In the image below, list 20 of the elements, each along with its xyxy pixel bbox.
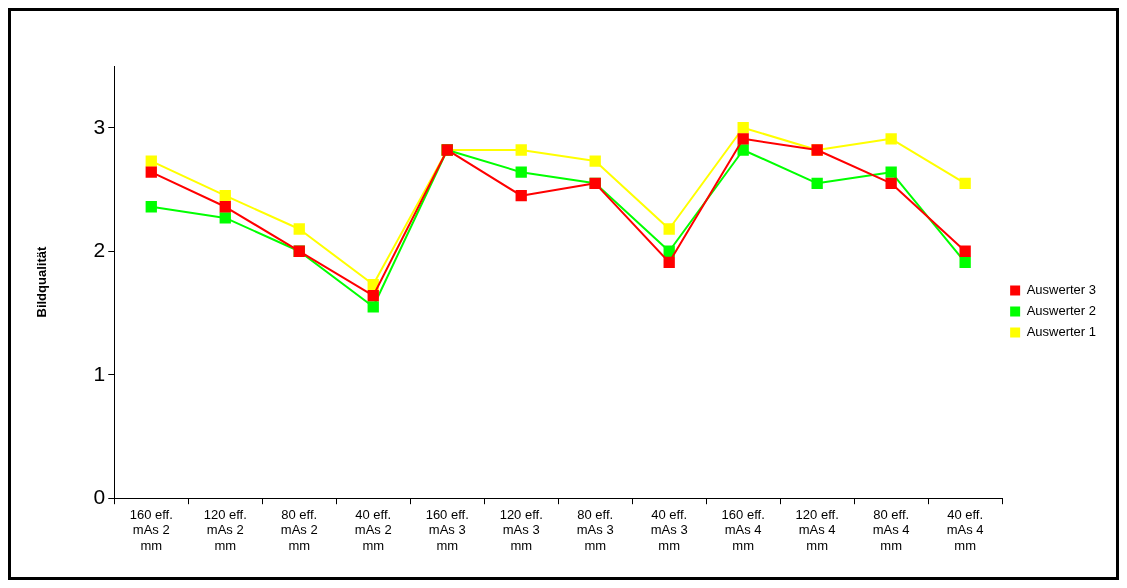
x-tick-label: 120 eff. mAs 2 mm [203, 506, 247, 553]
x-tick-label: 80 eff. mAs 3 mm [576, 506, 614, 553]
y-tick-label: 2 [93, 238, 106, 262]
x-tick-label: 40 eff. mAs 4 mm [946, 506, 984, 553]
y-tick-label: 1 [93, 361, 106, 385]
x-tick-label: 80 eff. mAs 4 mm [872, 506, 910, 553]
x-tick-label: 120 eff. mAs 4 mm [795, 506, 839, 553]
legend-label: Auswerter 1 [1026, 324, 1097, 340]
x-tick-label: 120 eff. mAs 3 mm [499, 506, 543, 553]
y-tick-label: 0 [93, 485, 106, 508]
x-tick-label: 40 eff. mAs 2 mm [354, 506, 392, 553]
x-tick-label: 80 eff. mAs 2 mm [280, 506, 318, 553]
x-tick-label: 160 eff. mAs 2 mm [129, 506, 173, 553]
x-tick-label: 160 eff. mAs 4 mm [721, 506, 765, 553]
y-axis-title: Bildqualität [34, 246, 50, 318]
x-tick-label: 40 eff. mAs 3 mm [650, 506, 688, 553]
x-tick-label: 160 eff. mAs 3 mm [425, 506, 469, 553]
legend-label: Auswerter 2 [1026, 303, 1097, 319]
legend-label: Auswerter 3 [1026, 282, 1097, 298]
y-tick-label: 3 [93, 114, 106, 138]
